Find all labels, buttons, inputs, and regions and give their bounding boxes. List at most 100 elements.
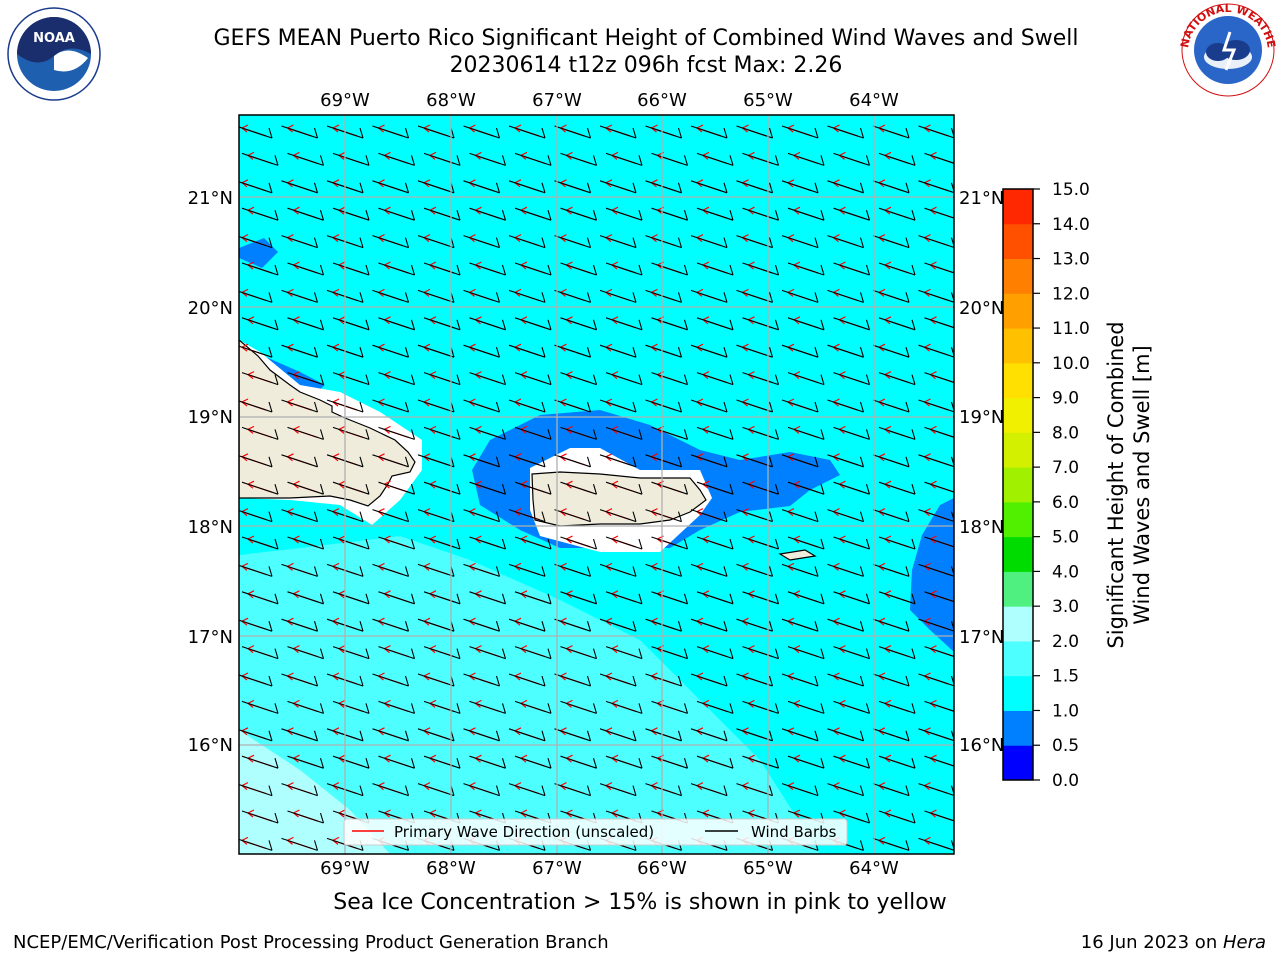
wind-barb [833, 700, 871, 714]
wind-barb [287, 317, 325, 331]
wind-barb [605, 152, 643, 166]
wind-barb [781, 125, 819, 139]
wind-barb [645, 618, 683, 632]
wind-barb [239, 674, 273, 687]
wind-barb [872, 289, 910, 303]
colorbar-segment [1003, 223, 1033, 260]
wind-barb [239, 236, 273, 249]
wind-barb [554, 728, 592, 742]
colorbar-label-line1: Significant Height of Combined [1104, 321, 1128, 648]
wind-barb [781, 563, 819, 577]
colorbar-tick-label: 10.0 [1052, 354, 1090, 374]
wind-barb [924, 207, 954, 219]
wind-barb [469, 646, 507, 660]
wind-barb [508, 783, 546, 797]
wind-barb [287, 700, 325, 714]
wind-barb [423, 481, 461, 495]
wind-barb [560, 646, 598, 660]
wind-barb [878, 755, 916, 769]
wind-barb [690, 454, 728, 468]
wind-barb [378, 262, 416, 276]
wind-barb [241, 152, 279, 166]
wind-barb [787, 700, 825, 714]
colorbar-tick-label: 3.0 [1052, 597, 1079, 617]
lat-label-left-17n: 17°N [188, 627, 233, 648]
wind-barb [554, 125, 592, 139]
wind-barb [736, 180, 774, 194]
wind-barb [651, 755, 689, 769]
colorbar-segment [1003, 710, 1033, 746]
wind-barb [918, 673, 954, 687]
wind-barb [423, 646, 461, 660]
wind-barb [378, 646, 416, 660]
colorbar-tick-label: 8.0 [1052, 423, 1079, 443]
noaa-logo: NOAA [7, 7, 101, 101]
wind-barb [332, 700, 370, 714]
wind-barb [651, 152, 689, 166]
colorbar-segment [1003, 397, 1033, 433]
wind-barb [918, 399, 954, 413]
wind-barb [514, 372, 552, 386]
wind-barb [554, 289, 592, 303]
wind-barb [469, 536, 507, 550]
wind-barb [239, 455, 273, 468]
wind-barb [645, 289, 683, 303]
wind-barb [239, 838, 273, 851]
wind-barb [239, 564, 273, 577]
wind-barb [508, 563, 546, 577]
lat-label-left-16n: 16°N [188, 735, 233, 756]
wind-barb [554, 673, 592, 687]
wind-barb [372, 618, 410, 632]
wind-barb [605, 207, 643, 221]
noaa-logo-text: NOAA [33, 31, 75, 46]
lat-label-right-16n: 16°N [959, 735, 1004, 756]
wind-barb [560, 426, 598, 440]
wind-barb [878, 207, 916, 221]
wind-barb [469, 152, 507, 166]
wind-barb [508, 344, 546, 358]
wind-barb [645, 344, 683, 358]
wind-barb [281, 180, 319, 194]
wind-barb [560, 700, 598, 714]
wind-barb [736, 618, 774, 632]
wind-barb [469, 207, 507, 221]
colorbar-tick-label: 1.5 [1052, 667, 1079, 687]
wind-barb [918, 454, 954, 468]
lat-label-left-21n: 21°N [188, 188, 233, 209]
wind-barb [463, 728, 501, 742]
wind-barb [332, 372, 370, 386]
wind-barb [833, 152, 871, 166]
wind-barb [878, 646, 916, 660]
wind-barb [787, 207, 825, 221]
wind-barb [742, 755, 780, 769]
legend-wave-direction-label: Primary Wave Direction (unscaled) [394, 823, 654, 841]
sea-ice-caption: Sea Ice Concentration > 15% is shown in … [333, 890, 947, 915]
wind-barb [918, 509, 954, 523]
wind-barb [332, 646, 370, 660]
wind-barb [281, 728, 319, 742]
wind-barb [463, 289, 501, 303]
colorbar-tick-label: 2.0 [1052, 632, 1079, 652]
wind-barb [690, 289, 728, 303]
wind-barb [878, 262, 916, 276]
wind-barb [827, 399, 865, 413]
lat-label-right-18n: 18°N [959, 517, 1004, 538]
wind-barb [645, 673, 683, 687]
wind-barb [554, 399, 592, 413]
wind-barb [281, 399, 319, 413]
colorbar-tick-label: 7.0 [1052, 458, 1079, 478]
wind-barb [696, 481, 734, 495]
wind-barb [918, 783, 954, 797]
wind-barb [827, 344, 865, 358]
wind-barb [833, 262, 871, 276]
wind-barb [918, 235, 954, 249]
lat-label-right-20n: 20°N [959, 298, 1004, 319]
wind-barb [554, 618, 592, 632]
wind-barb [872, 673, 910, 687]
wind-barb [287, 207, 325, 221]
wind-barb [372, 180, 410, 194]
wind-barb [514, 755, 552, 769]
wind-barb [787, 372, 825, 386]
wind-barb [241, 317, 279, 331]
wind-barb [514, 152, 552, 166]
